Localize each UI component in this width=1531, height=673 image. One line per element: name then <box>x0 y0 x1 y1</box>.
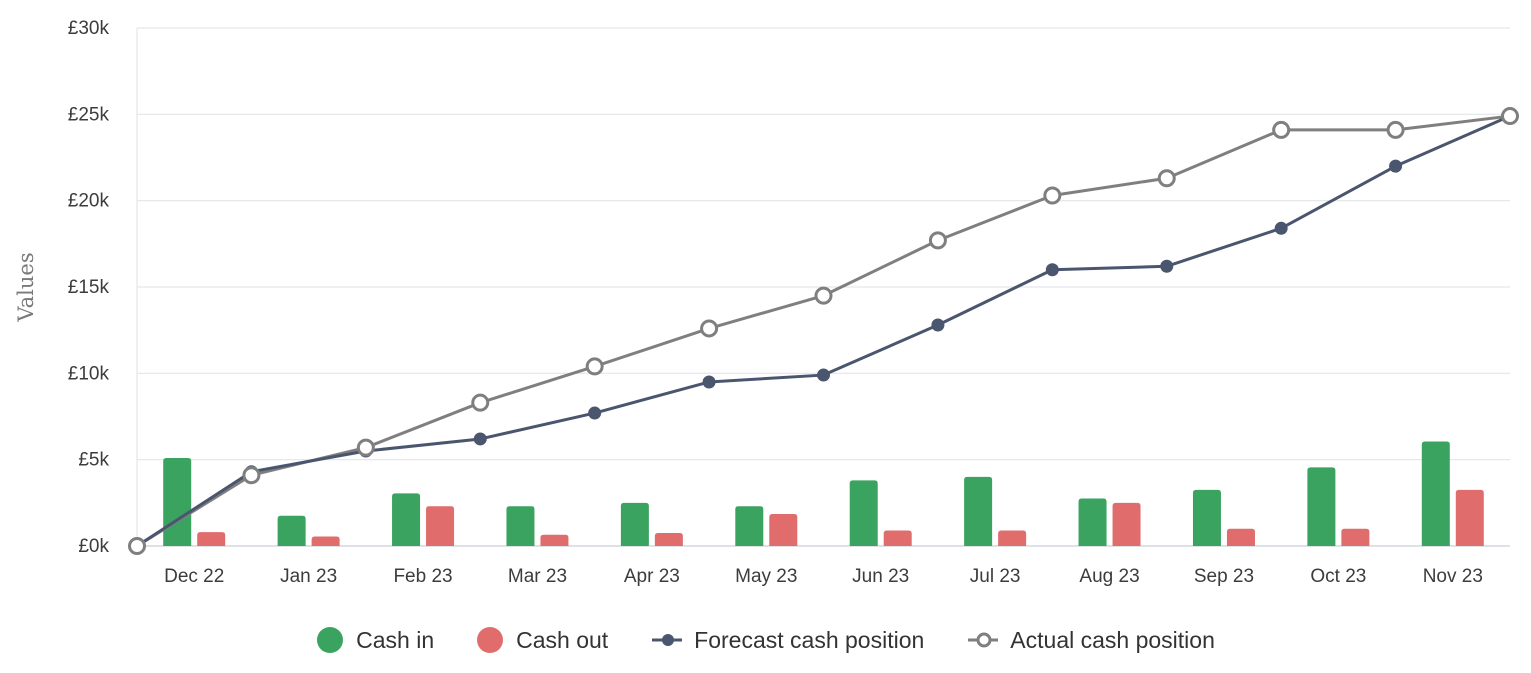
point-actual-cash-position[interactable] <box>1386 120 1405 139</box>
bar-cash-in-jul-23[interactable] <box>964 476 993 546</box>
series-lines <box>136 114 1511 548</box>
bar-cash-out-may-23[interactable] <box>769 514 798 546</box>
chart-plot: £0k £5k £10k £15k £20k £25k £30k Values Dec 22… <box>14 18 1519 587</box>
bar-cash-out-apr-23[interactable] <box>654 533 683 546</box>
point-actual-cash-position[interactable] <box>128 537 146 555</box>
point-actual-cash-position[interactable] <box>471 393 490 412</box>
legend-label: Cash out <box>516 626 609 653</box>
point-forecast-cash-position[interactable] <box>931 318 945 332</box>
point-actual-cash-position[interactable] <box>928 231 947 250</box>
point-actual-cash-position[interactable] <box>700 319 719 338</box>
bar-cash-in-feb-23[interactable] <box>392 493 421 546</box>
bar-cash-in-may-23[interactable] <box>735 506 764 546</box>
y-tick-label: £10k <box>68 363 110 384</box>
x-tick-label: Jan 23 <box>280 566 337 587</box>
y-tick-labels: £0k £5k £10k £15k £20k £25k £30k <box>68 18 110 557</box>
x-tick-label: Aug 23 <box>1079 566 1139 587</box>
bars <box>163 441 1484 546</box>
legend-label: Cash in <box>356 626 435 653</box>
bar-cash-out-oct-23[interactable] <box>1341 528 1370 546</box>
point-actual-cash-position[interactable] <box>585 357 604 376</box>
bar-cash-out-jun-23[interactable] <box>883 530 912 546</box>
x-tick-label: Nov 23 <box>1423 566 1483 587</box>
x-tick-label: Mar 23 <box>508 566 567 587</box>
x-tick-label: Sep 23 <box>1194 566 1254 587</box>
line-actual-cash-position <box>136 114 1511 548</box>
bar-cash-out-feb-23[interactable] <box>426 506 455 546</box>
bar-cash-in-apr-23[interactable] <box>620 502 649 546</box>
legend-item-actual-cash-position[interactable]: Actual cash position <box>966 626 1215 654</box>
x-tick-label: Oct 23 <box>1310 566 1366 587</box>
point-forecast-cash-position[interactable] <box>702 375 716 389</box>
point-forecast-cash-position[interactable] <box>1389 159 1403 173</box>
legend-label: Actual cash position <box>1010 626 1215 653</box>
point-forecast-cash-position[interactable] <box>1160 259 1174 273</box>
line-marker-icon <box>652 634 683 646</box>
bar-cash-in-jan-23[interactable] <box>277 515 306 546</box>
bar-cash-out-jul-23[interactable] <box>998 530 1027 546</box>
point-forecast-cash-position[interactable] <box>817 368 830 382</box>
legend: Cash in Cash out Forecast cash position … <box>0 618 1531 662</box>
x-tick-label: Jun 23 <box>852 566 909 587</box>
y-axis-title: Values <box>14 252 38 322</box>
bar-cash-out-jan-23[interactable] <box>311 536 340 546</box>
point-actual-cash-position[interactable] <box>356 438 375 457</box>
bar-cash-out-aug-23[interactable] <box>1112 502 1141 546</box>
point-actual-cash-position[interactable] <box>242 466 261 485</box>
bar-cash-in-aug-23[interactable] <box>1078 498 1107 546</box>
x-tick-label: Dec 22 <box>164 566 224 587</box>
bar-cash-in-sep-23[interactable] <box>1192 489 1221 546</box>
y-tick-label: £20k <box>68 191 110 212</box>
bar-cash-in-jun-23[interactable] <box>849 480 878 546</box>
bar-cash-in-oct-23[interactable] <box>1307 467 1336 546</box>
bar-cash-out-nov-23[interactable] <box>1455 489 1484 546</box>
bar-cash-in-dec-22[interactable] <box>163 457 192 546</box>
point-forecast-cash-position[interactable] <box>1274 221 1288 235</box>
bar-cash-in-nov-23[interactable] <box>1421 441 1450 546</box>
y-tick-label: £25k <box>68 104 110 125</box>
legend-item-cash-in[interactable]: Cash in <box>316 626 434 654</box>
point-actual-cash-position[interactable] <box>1157 169 1176 188</box>
legend-item-forecast-cash-position[interactable]: Forecast cash position <box>650 626 924 654</box>
y-tick-label: £15k <box>68 277 110 298</box>
circle-icon <box>477 627 504 653</box>
bar-cash-out-dec-22[interactable] <box>197 532 226 546</box>
x-tick-label: Apr 23 <box>624 566 680 587</box>
series-markers <box>128 107 1519 555</box>
y-tick-label: £0k <box>78 536 109 557</box>
line-forecast-cash-position <box>136 114 1511 548</box>
y-tick-label: £5k <box>78 450 109 471</box>
y-tick-label: £30k <box>68 18 110 39</box>
point-actual-cash-position[interactable] <box>1272 120 1291 139</box>
bar-cash-out-mar-23[interactable] <box>540 534 569 546</box>
point-actual-cash-position[interactable] <box>814 286 833 305</box>
x-tick-label: Jul 23 <box>970 566 1021 587</box>
point-forecast-cash-position[interactable] <box>1045 263 1059 277</box>
bar-cash-out-sep-23[interactable] <box>1226 528 1255 546</box>
x-tick-label: Feb 23 <box>393 566 452 587</box>
x-tick-label: May 23 <box>735 566 797 587</box>
point-actual-cash-position[interactable] <box>1501 107 1519 126</box>
legend-label: Forecast cash position <box>694 626 925 653</box>
point-actual-cash-position[interactable] <box>1043 186 1062 205</box>
bar-cash-in-mar-23[interactable] <box>506 506 535 546</box>
x-tick-labels: Dec 22 Jan 23 Feb 23 Mar 23 Apr 23 May 23 Jun … <box>164 566 1483 587</box>
point-forecast-cash-position[interactable] <box>588 406 602 420</box>
line-hollow-marker-icon <box>968 632 999 648</box>
point-forecast-cash-position[interactable] <box>473 432 487 446</box>
circle-icon <box>317 627 344 653</box>
legend-item-cash-out[interactable]: Cash out <box>476 626 608 654</box>
